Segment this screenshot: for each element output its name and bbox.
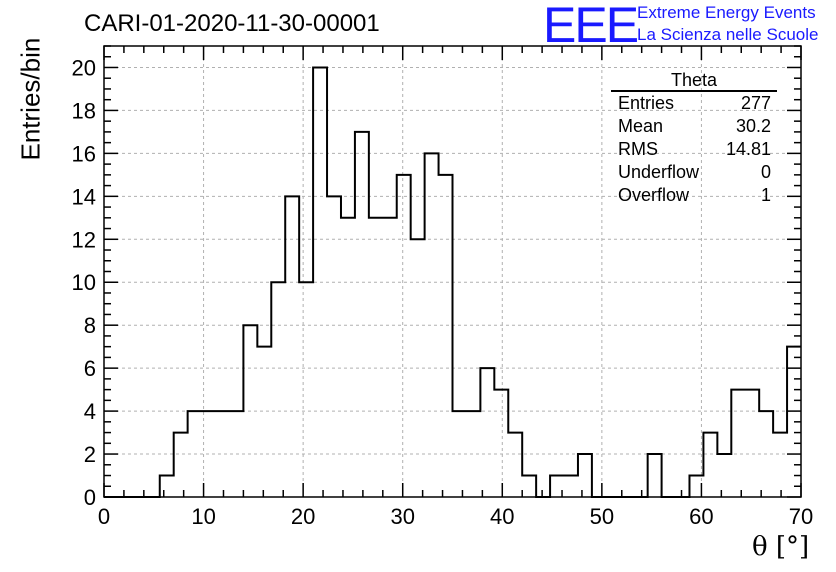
histogram-bin <box>494 390 508 497</box>
histogram-bin <box>648 454 662 497</box>
stats-value: 0 <box>760 162 771 182</box>
x-tick-label: 60 <box>689 504 713 529</box>
histogram-bin <box>369 218 383 497</box>
histogram-bin <box>439 175 453 497</box>
stats-label: Underflow <box>618 162 700 182</box>
chart-title: CARI-01-2020-11-30-00001 <box>84 10 380 37</box>
histogram-bin <box>578 454 592 497</box>
histogram-bin <box>564 476 578 497</box>
y-tick-label: 6 <box>84 356 96 381</box>
logo-caption-line1: Extreme Energy Events <box>637 3 816 22</box>
histogram-bin <box>480 368 494 497</box>
histogram-bin <box>174 433 188 497</box>
histogram-bin <box>160 476 174 497</box>
histogram-bin <box>257 347 271 497</box>
histogram-bin <box>216 411 230 497</box>
y-tick-label: 2 <box>84 442 96 467</box>
y-tick-label: 20 <box>72 55 96 80</box>
y-tick-label: 16 <box>72 141 96 166</box>
stats-value: 30.2 <box>735 116 771 136</box>
stats-label: Overflow <box>618 185 690 205</box>
y-tick-label: 0 <box>84 485 96 510</box>
x-tick-label: 40 <box>490 504 514 529</box>
histogram-bin <box>327 196 341 497</box>
histogram-bin <box>703 433 717 497</box>
stats-row-overflow: Overflow 1 <box>611 184 777 207</box>
stats-row-underflow: Underflow 0 <box>611 161 777 184</box>
x-tick-label: 20 <box>291 504 315 529</box>
stats-label: Mean <box>618 116 664 136</box>
x-tick-label: 30 <box>390 504 414 529</box>
histogram-bin <box>522 476 536 497</box>
histogram-bin <box>397 175 411 497</box>
y-tick-label: 8 <box>84 313 96 338</box>
histogram-bin <box>731 390 745 497</box>
histogram-bin <box>341 218 355 497</box>
histogram-bin <box>773 433 787 497</box>
eee-logo: EEE <box>543 0 639 53</box>
stats-box: Theta Entries 277 Mean 30.2 RMS 14.81 Un… <box>611 70 777 207</box>
histogram-bin <box>285 196 299 497</box>
x-tick-label: 70 <box>789 504 813 529</box>
y-tick-label: 18 <box>72 98 96 123</box>
histogram-bin <box>745 390 759 497</box>
x-axis-label: θ [°] <box>752 532 810 562</box>
stats-title: Theta <box>611 70 777 92</box>
histogram-bin <box>717 454 731 497</box>
histogram-bin <box>355 132 369 497</box>
y-tick-label: 14 <box>72 184 96 209</box>
histogram-bin <box>383 218 397 497</box>
y-tick-label: 12 <box>72 227 96 252</box>
stats-value: 14.81 <box>725 139 771 159</box>
x-tick-label: 0 <box>98 504 110 529</box>
stats-value: 277 <box>740 93 771 113</box>
stats-value: 1 <box>760 185 771 205</box>
logo-caption-line2: La Scienza nelle Scuole <box>637 25 819 44</box>
x-tick-label: 10 <box>191 504 215 529</box>
stats-label: RMS <box>618 139 658 159</box>
x-tick-label: 50 <box>590 504 614 529</box>
stats-row-mean: Mean 30.2 <box>611 115 777 138</box>
stats-label: Entries <box>618 93 675 113</box>
histogram-outline <box>104 66 801 498</box>
histogram-bin <box>271 282 285 497</box>
y-axis-label: Entries/bin <box>15 37 46 161</box>
stats-row-rms: RMS 14.81 <box>611 138 777 161</box>
stats-row-entries: Entries 277 <box>611 92 777 115</box>
y-tick-label: 4 <box>84 399 96 424</box>
y-tick-label: 10 <box>72 270 96 295</box>
histogram-bin <box>299 282 313 497</box>
histogram-bin <box>508 433 522 497</box>
